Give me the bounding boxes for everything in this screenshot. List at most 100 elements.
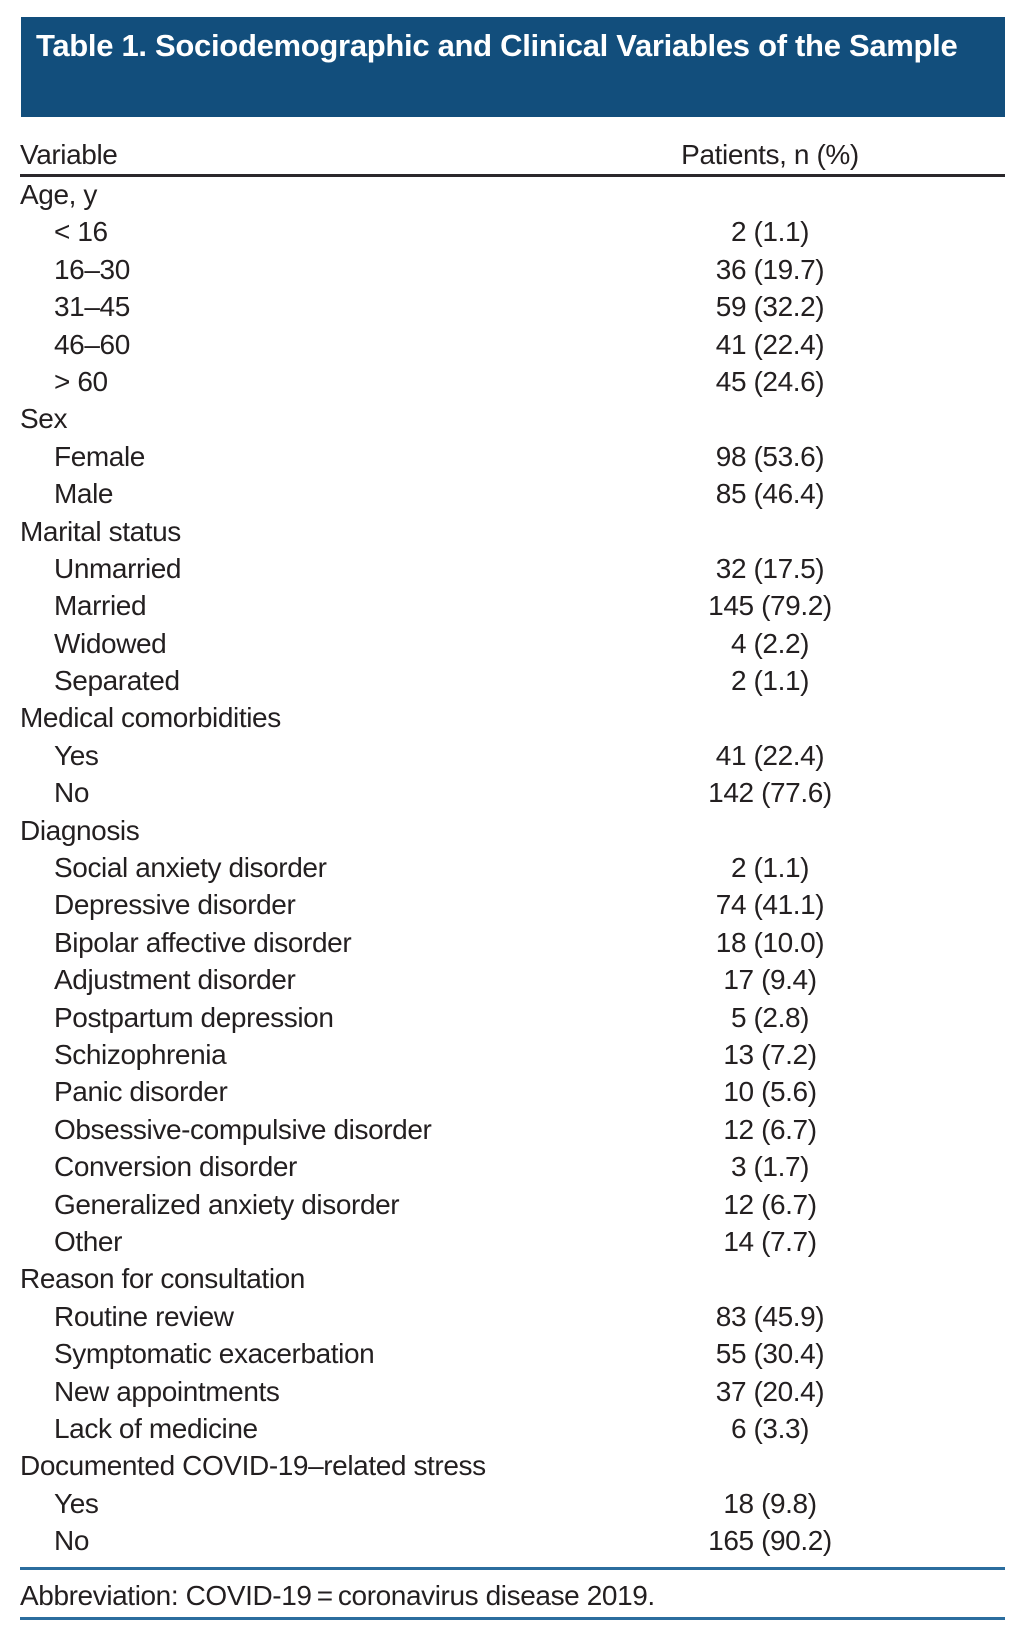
table-row: > 60 45 (24.6): [20, 363, 1005, 400]
variable-cell: Diagnosis: [20, 814, 140, 846]
row-spacer: [920, 662, 1005, 699]
table-row: Separated 2 (1.1): [20, 662, 1005, 699]
row-spacer: [920, 737, 1005, 774]
variable-cell: 31–45: [54, 291, 130, 323]
variable-cell: Symptomatic exacerbation: [54, 1338, 375, 1370]
column-header-patients: Patients, n (%): [681, 139, 859, 170]
header-divider-rule: [20, 174, 1005, 177]
table-row: No 165 (90.2): [20, 1522, 1005, 1559]
variable-cell: Widowed: [54, 627, 167, 659]
variable-cell: Male: [54, 478, 114, 510]
row-spacer: [920, 288, 1005, 325]
variable-cell: Medical comorbidities: [20, 702, 281, 734]
value-cell: 3 (1.7): [730, 1151, 810, 1183]
table-row: Conversion disorder 3 (1.7): [20, 1148, 1005, 1185]
value-cell: 41 (22.4): [715, 328, 825, 360]
table-row: Yes 18 (9.8): [20, 1485, 1005, 1522]
value-cell: 55 (30.4): [715, 1338, 825, 1370]
table-row: 46–60 41 (22.4): [20, 326, 1005, 363]
row-spacer: [920, 326, 1005, 363]
row-spacer: [920, 587, 1005, 624]
table-row: No 142 (77.6): [20, 774, 1005, 811]
table-bottom-rule: [20, 1567, 1005, 1570]
table-title: Table 1. Sociodemographic and Clinical V…: [36, 28, 958, 63]
row-spacer: [920, 961, 1005, 998]
variable-cell: Lack of medicine: [54, 1412, 258, 1444]
value-cell: 18 (9.8): [723, 1487, 817, 1519]
row-spacer: [920, 400, 1005, 437]
table-row: Lack of medicine 6 (3.3): [20, 1410, 1005, 1447]
value-cell: [620, 1447, 920, 1484]
row-spacer: [920, 251, 1005, 288]
column-header-spacer: [920, 137, 1005, 173]
value-cell: 145 (79.2): [708, 590, 832, 622]
variable-cell: Generalized anxiety disorder: [54, 1188, 400, 1220]
value-cell: 45 (24.6): [715, 365, 825, 397]
variable-cell: > 60: [54, 365, 108, 397]
table-row: Social anxiety disorder 2 (1.1): [20, 849, 1005, 886]
column-header-row: Variable Patients, n (%): [20, 137, 1005, 173]
variable-cell: Other: [54, 1225, 123, 1257]
table-row: Symptomatic exacerbation 55 (30.4): [20, 1335, 1005, 1372]
variable-cell: Reason for consultation: [20, 1263, 305, 1295]
variable-cell: Sex: [20, 403, 68, 435]
row-spacer: [920, 1410, 1005, 1447]
table-row: 31–45 59 (32.2): [20, 288, 1005, 325]
table-row: Routine review 83 (45.9): [20, 1298, 1005, 1335]
variable-cell: Married: [54, 590, 147, 622]
value-cell: [620, 176, 920, 213]
variable-cell: 16–30: [54, 253, 130, 285]
value-cell: [620, 1260, 920, 1297]
table-row: 16–30 36 (19.7): [20, 251, 1005, 288]
section-header-row: Age, y: [20, 176, 1005, 213]
value-cell: 18 (10.0): [715, 926, 825, 958]
variable-cell: Postpartum depression: [54, 1001, 334, 1033]
table-row: Adjustment disorder 17 (9.4): [20, 961, 1005, 998]
value-cell: [620, 513, 920, 550]
row-spacer: [920, 812, 1005, 849]
variable-cell: Panic disorder: [54, 1076, 228, 1108]
row-spacer: [920, 475, 1005, 512]
row-spacer: [920, 1373, 1005, 1410]
value-cell: [620, 400, 920, 437]
variable-cell: 46–60: [54, 328, 130, 360]
row-spacer: [920, 1260, 1005, 1297]
value-cell: [620, 699, 920, 736]
section-header-row: Diagnosis: [20, 812, 1005, 849]
value-cell: [620, 812, 920, 849]
variable-cell: Adjustment disorder: [54, 964, 296, 996]
value-cell: 83 (45.9): [715, 1300, 825, 1332]
row-spacer: [920, 1447, 1005, 1484]
variable-cell: < 16: [54, 216, 108, 248]
value-cell: 2 (1.1): [730, 665, 810, 697]
variable-cell: Documented COVID-19–related stress: [20, 1450, 486, 1482]
row-spacer: [920, 849, 1005, 886]
table-row: Yes 41 (22.4): [20, 737, 1005, 774]
value-cell: 4 (2.2): [730, 627, 810, 659]
table-row: Depressive disorder 74 (41.1): [20, 886, 1005, 923]
value-cell: 41 (22.4): [715, 739, 825, 771]
column-header-variable: Variable: [20, 139, 118, 170]
variable-cell: Marital status: [20, 515, 181, 547]
table-row: Unmarried 32 (17.5): [20, 550, 1005, 587]
variable-cell: Schizophrenia: [54, 1038, 227, 1070]
value-cell: 13 (7.2): [723, 1038, 817, 1070]
variable-cell: Social anxiety disorder: [54, 852, 327, 884]
row-spacer: [920, 1485, 1005, 1522]
row-spacer: [920, 774, 1005, 811]
value-cell: 59 (32.2): [715, 291, 825, 323]
table-row: < 16 2 (1.1): [20, 213, 1005, 250]
row-spacer: [920, 438, 1005, 475]
variable-cell: Yes: [54, 1487, 99, 1519]
row-spacer: [920, 625, 1005, 662]
row-spacer: [920, 1036, 1005, 1073]
table-row: Other 14 (7.7): [20, 1223, 1005, 1260]
variable-cell: Separated: [54, 665, 180, 697]
section-header-row: Medical comorbidities: [20, 699, 1005, 736]
value-cell: 32 (17.5): [715, 552, 825, 584]
row-spacer: [920, 699, 1005, 736]
variable-cell: Female: [54, 440, 145, 472]
value-cell: 12 (6.7): [723, 1188, 817, 1220]
variable-cell: Age, y: [20, 179, 97, 210]
